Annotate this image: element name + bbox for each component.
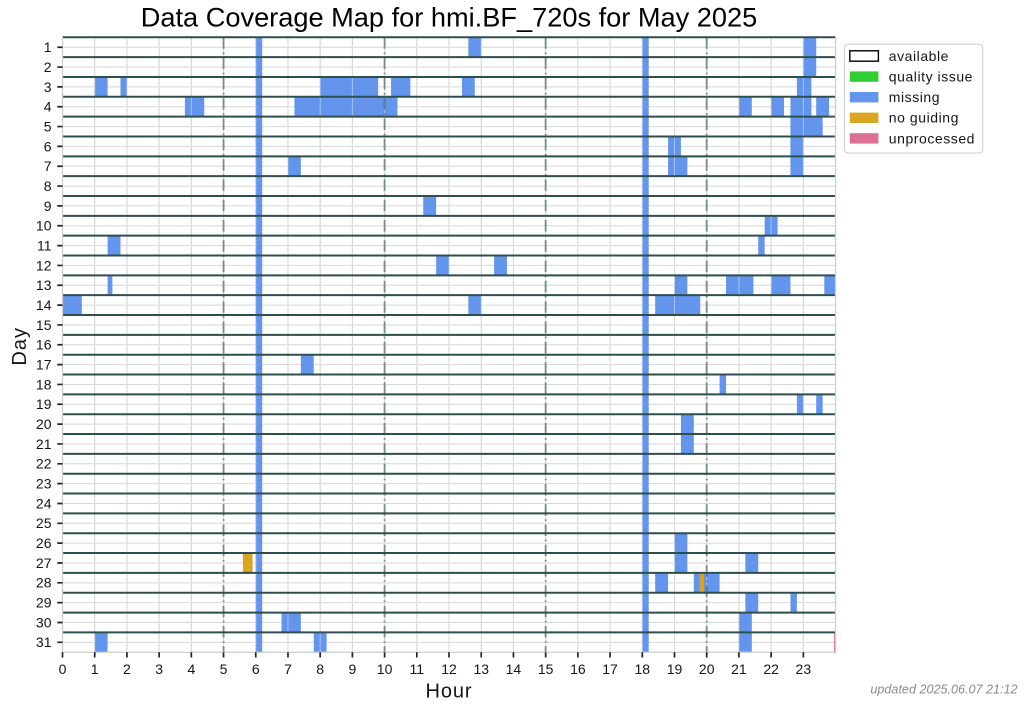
svg-text:14: 14 xyxy=(506,661,522,677)
svg-text:26: 26 xyxy=(36,535,52,551)
svg-text:22: 22 xyxy=(763,661,779,677)
svg-text:11: 11 xyxy=(37,237,52,253)
svg-text:3: 3 xyxy=(44,79,52,95)
svg-text:25: 25 xyxy=(36,515,52,531)
svg-text:24: 24 xyxy=(36,495,52,511)
svg-text:20: 20 xyxy=(699,661,715,677)
svg-text:16: 16 xyxy=(570,661,586,677)
svg-text:Data Coverage Map for hmi.BF_7: Data Coverage Map for hmi.BF_720s for Ma… xyxy=(141,1,758,32)
svg-text:19: 19 xyxy=(667,661,683,677)
svg-text:Hour: Hour xyxy=(426,681,473,703)
svg-text:available: available xyxy=(889,48,949,64)
svg-text:13: 13 xyxy=(36,277,52,293)
svg-text:Day: Day xyxy=(9,327,31,366)
svg-text:2: 2 xyxy=(44,59,52,75)
svg-text:3: 3 xyxy=(155,661,163,677)
svg-text:1: 1 xyxy=(44,39,52,55)
svg-text:16: 16 xyxy=(36,337,52,353)
svg-text:29: 29 xyxy=(36,595,52,611)
svg-text:2: 2 xyxy=(123,661,131,677)
svg-text:14: 14 xyxy=(36,297,52,313)
svg-text:27: 27 xyxy=(36,555,52,571)
svg-text:12: 12 xyxy=(441,661,457,677)
svg-text:18: 18 xyxy=(36,376,52,392)
svg-text:23: 23 xyxy=(796,661,812,677)
svg-text:8: 8 xyxy=(316,661,324,677)
svg-text:4: 4 xyxy=(187,661,195,677)
svg-text:30: 30 xyxy=(36,614,52,630)
svg-text:4: 4 xyxy=(44,99,52,115)
svg-text:7: 7 xyxy=(44,158,52,174)
svg-text:21: 21 xyxy=(731,661,747,677)
svg-text:17: 17 xyxy=(602,661,618,677)
svg-text:21: 21 xyxy=(36,436,52,452)
svg-text:15: 15 xyxy=(36,317,52,333)
svg-text:31: 31 xyxy=(36,634,52,650)
svg-text:1: 1 xyxy=(91,661,99,677)
svg-text:19: 19 xyxy=(36,396,52,412)
svg-text:5: 5 xyxy=(220,661,228,677)
svg-text:updated 2025.06.07 21:12: updated 2025.06.07 21:12 xyxy=(870,682,1017,696)
svg-text:10: 10 xyxy=(36,218,52,234)
svg-text:12: 12 xyxy=(36,257,52,273)
svg-text:9: 9 xyxy=(44,198,52,214)
svg-text:unprocessed: unprocessed xyxy=(889,130,975,146)
svg-text:22: 22 xyxy=(36,456,52,472)
svg-text:9: 9 xyxy=(348,661,356,677)
svg-text:8: 8 xyxy=(44,178,52,194)
svg-text:missing: missing xyxy=(889,89,940,105)
svg-text:7: 7 xyxy=(284,661,292,677)
svg-text:6: 6 xyxy=(44,138,52,154)
svg-text:20: 20 xyxy=(36,416,52,432)
svg-text:quality issue: quality issue xyxy=(889,69,973,85)
svg-text:15: 15 xyxy=(538,661,554,677)
svg-text:18: 18 xyxy=(634,661,650,677)
svg-text:5: 5 xyxy=(44,118,52,134)
svg-text:23: 23 xyxy=(36,476,52,492)
svg-text:0: 0 xyxy=(59,661,67,677)
svg-text:28: 28 xyxy=(36,575,52,591)
svg-text:13: 13 xyxy=(473,661,489,677)
svg-text:no guiding: no guiding xyxy=(889,110,959,126)
svg-text:17: 17 xyxy=(36,357,52,373)
svg-text:11: 11 xyxy=(410,661,425,677)
svg-text:6: 6 xyxy=(252,661,260,677)
svg-text:10: 10 xyxy=(377,661,393,677)
